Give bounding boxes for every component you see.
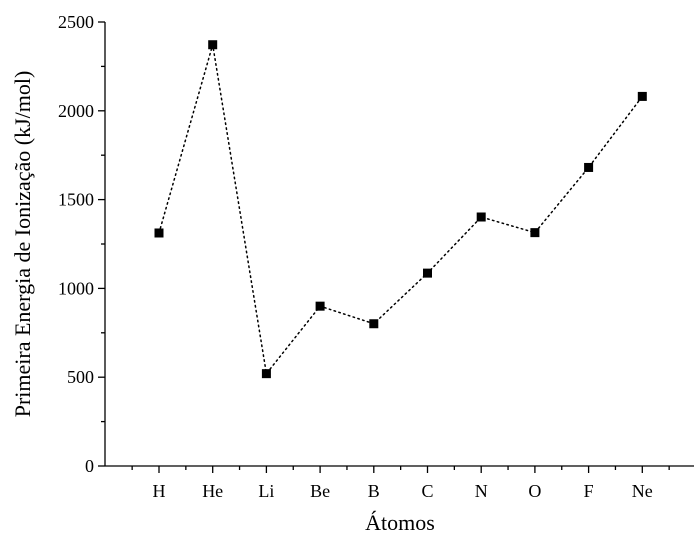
data-point-he xyxy=(208,40,218,50)
data-point-f xyxy=(584,162,594,172)
x-tick-label: O xyxy=(528,481,541,501)
x-tick-label: H xyxy=(153,481,166,501)
data-point-n xyxy=(476,212,486,222)
x-axis-title: Átomos xyxy=(365,510,435,535)
y-ticks: 0 500 1000 1500 2000 2500 xyxy=(58,12,105,476)
y-axis-title: Primeira Energia de Ionização (kJ/mol) xyxy=(10,71,35,418)
x-tick-label: F xyxy=(584,481,594,501)
x-tick-label: N xyxy=(475,481,488,501)
data-point-be xyxy=(315,301,325,311)
data-point-c xyxy=(423,268,432,278)
data-point-o xyxy=(530,228,540,238)
data-point-li xyxy=(261,369,271,379)
x-tick-label: B xyxy=(368,481,380,501)
x-tick-label: He xyxy=(202,481,223,501)
x-tick-label: Be xyxy=(310,481,330,501)
x-tick-label: Li xyxy=(258,481,274,501)
y-tick-label: 1000 xyxy=(58,278,94,298)
data-point-b xyxy=(369,319,379,329)
y-tick-label: 2000 xyxy=(58,101,94,121)
x-ticks: H He Li Be B C N O F Ne xyxy=(131,466,670,501)
data-point-h xyxy=(154,228,164,238)
plot-area xyxy=(154,40,647,379)
y-tick-label: 500 xyxy=(67,367,94,387)
data-point-ne xyxy=(637,91,647,101)
y-axis: 0 500 1000 1500 2000 2500 xyxy=(58,12,106,476)
x-tick-label: C xyxy=(421,481,433,501)
series-line xyxy=(158,44,644,376)
x-axis: H He Li Be B C N O F Ne xyxy=(105,465,694,501)
y-tick-label: 0 xyxy=(85,456,94,476)
y-tick-label: 1500 xyxy=(58,190,94,210)
x-tick-label: Ne xyxy=(632,481,653,501)
y-tick-label: 2500 xyxy=(58,12,94,32)
